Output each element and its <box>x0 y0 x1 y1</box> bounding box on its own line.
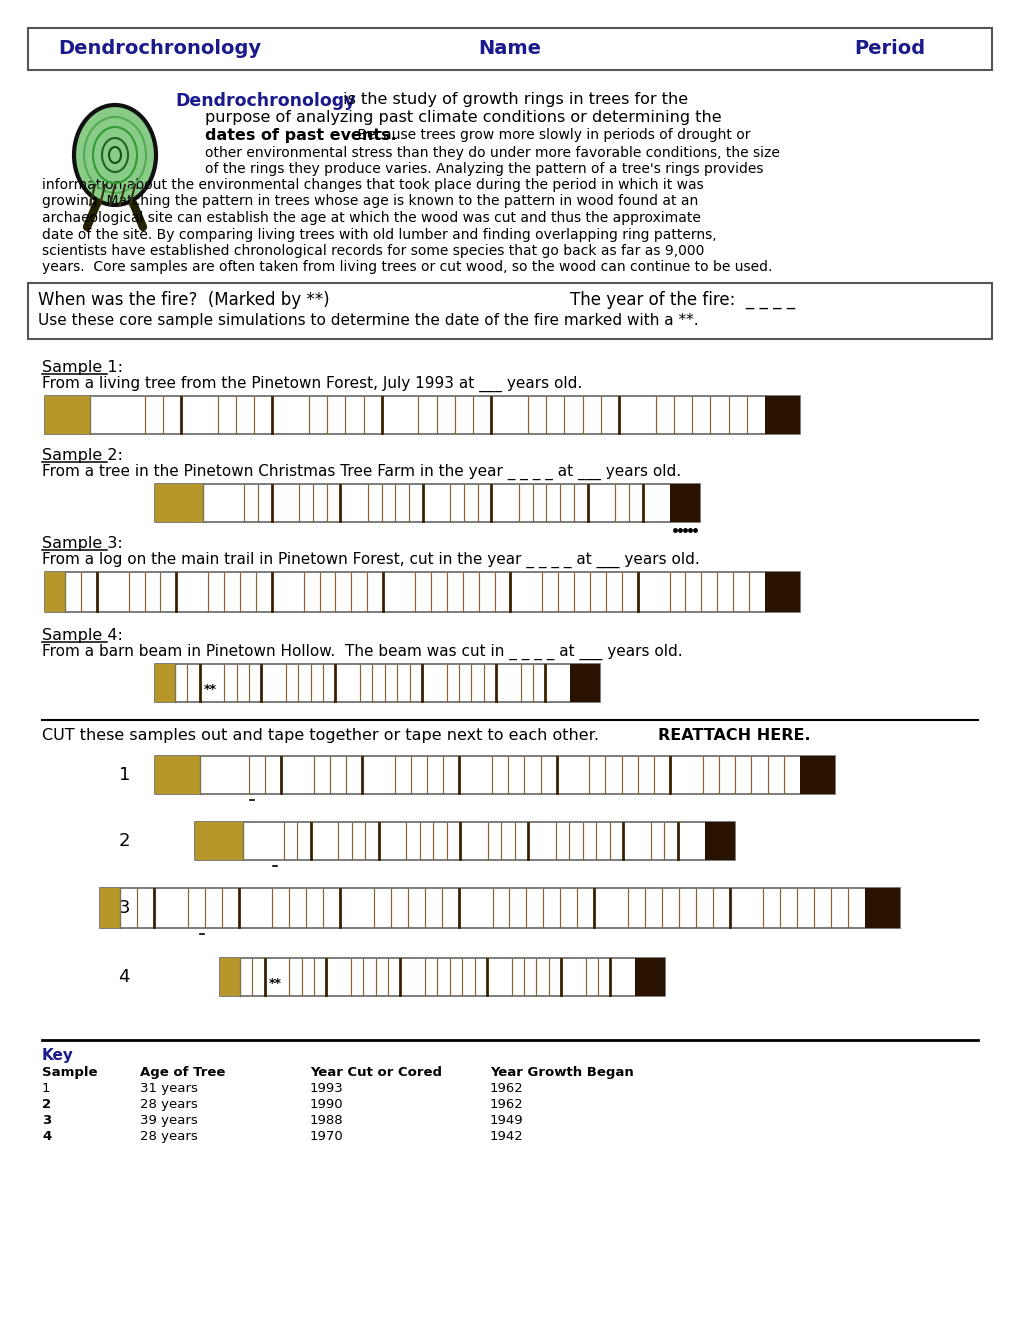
Bar <box>635 958 664 997</box>
Text: Period: Period <box>854 40 924 58</box>
Text: Sample 2:: Sample 2: <box>42 447 122 463</box>
Bar <box>45 396 90 434</box>
Bar <box>155 484 203 521</box>
Text: When was the fire?  (Marked by **): When was the fire? (Marked by **) <box>38 290 329 309</box>
Text: 2: 2 <box>118 832 129 850</box>
Text: **: ** <box>269 977 282 990</box>
Text: 4: 4 <box>118 968 129 986</box>
Text: 1990: 1990 <box>310 1098 343 1111</box>
Text: other environmental stress than they do under more favorable conditions, the siz: other environmental stress than they do … <box>205 147 780 160</box>
Text: 4: 4 <box>42 1130 51 1143</box>
Text: archaeological site can establish the age at which the wood was cut and thus the: archaeological site can establish the ag… <box>42 211 700 224</box>
Text: Sample: Sample <box>42 1067 98 1078</box>
Text: REATTACH HERE.: REATTACH HERE. <box>657 729 810 743</box>
Text: of the rings they produce varies. Analyzing the pattern of a tree's rings provid: of the rings they produce varies. Analyz… <box>205 162 763 176</box>
Text: **: ** <box>204 682 217 696</box>
Text: 1962: 1962 <box>489 1082 523 1096</box>
Bar <box>864 888 899 928</box>
Text: 1988: 1988 <box>310 1114 343 1127</box>
Bar <box>45 396 799 434</box>
Bar <box>764 396 799 434</box>
Text: 1993: 1993 <box>310 1082 343 1096</box>
Text: is the study of growth rings in trees for the: is the study of growth rings in trees fo… <box>337 92 688 107</box>
Text: Name: Name <box>478 40 541 58</box>
Text: Sample 3:: Sample 3: <box>42 536 122 550</box>
Text: 1: 1 <box>118 766 129 784</box>
Bar <box>155 756 200 795</box>
Ellipse shape <box>74 106 156 205</box>
Bar <box>704 822 735 861</box>
Bar <box>195 822 735 861</box>
Text: Sample 4:: Sample 4: <box>42 628 122 643</box>
Text: 28 years: 28 years <box>140 1098 198 1111</box>
Text: 1942: 1942 <box>489 1130 523 1143</box>
Text: date of the site. By comparing living trees with old lumber and finding overlapp: date of the site. By comparing living tr… <box>42 227 716 242</box>
Text: The year of the fire:  _ _ _ _: The year of the fire: _ _ _ _ <box>570 290 795 309</box>
Text: Key: Key <box>42 1048 73 1063</box>
Bar <box>100 888 120 928</box>
Bar <box>28 282 991 339</box>
Text: 39 years: 39 years <box>140 1114 198 1127</box>
Text: growing. Matching the pattern in trees whose age is known to the pattern in wood: growing. Matching the pattern in trees w… <box>42 194 698 209</box>
Bar <box>155 484 699 521</box>
Text: years.  Core samples are often taken from living trees or cut wood, so the wood : years. Core samples are often taken from… <box>42 260 771 275</box>
Bar <box>45 572 65 612</box>
Text: 31 years: 31 years <box>140 1082 198 1096</box>
Text: 2: 2 <box>42 1098 51 1111</box>
Text: 28 years: 28 years <box>140 1130 198 1143</box>
Bar <box>669 484 699 521</box>
Text: information about the environmental changes that took place during the period in: information about the environmental chan… <box>42 178 703 191</box>
Bar <box>45 572 799 612</box>
Text: 1962: 1962 <box>489 1098 523 1111</box>
Text: From a barn beam in Pinetown Hollow.  The beam was cut in _ _ _ _ at ___ years o: From a barn beam in Pinetown Hollow. The… <box>42 644 682 660</box>
Bar <box>100 888 899 928</box>
Bar <box>220 958 239 997</box>
Text: CUT these samples out and tape together or tape next to each other.: CUT these samples out and tape together … <box>42 729 608 743</box>
Bar <box>28 28 991 70</box>
Text: Dendrochronology: Dendrochronology <box>175 92 356 110</box>
Text: Use these core sample simulations to determine the date of the fire marked with : Use these core sample simulations to det… <box>38 313 698 327</box>
Text: dates of past events.: dates of past events. <box>205 128 396 143</box>
Bar <box>220 958 664 997</box>
Bar <box>155 664 175 702</box>
Text: Year Cut or Cored: Year Cut or Cored <box>310 1067 441 1078</box>
Text: Year Growth Began: Year Growth Began <box>489 1067 633 1078</box>
Text: From a tree in the Pinetown Christmas Tree Farm in the year _ _ _ _ at ___ years: From a tree in the Pinetown Christmas Tr… <box>42 465 681 480</box>
Text: 1: 1 <box>42 1082 51 1096</box>
Text: 3: 3 <box>42 1114 51 1127</box>
Text: From a living tree from the Pinetown Forest, July 1993 at ___ years old.: From a living tree from the Pinetown For… <box>42 376 582 392</box>
Bar <box>155 756 835 795</box>
Bar <box>155 664 599 702</box>
Text: 1970: 1970 <box>310 1130 343 1143</box>
Bar <box>195 822 243 861</box>
Text: 1949: 1949 <box>489 1114 523 1127</box>
Text: Sample 1:: Sample 1: <box>42 360 123 375</box>
Text: scientists have established chronological records for some species that go back : scientists have established chronologica… <box>42 244 704 257</box>
Text: Dendrochronology: Dendrochronology <box>58 40 261 58</box>
Bar <box>764 572 799 612</box>
Bar <box>570 664 599 702</box>
Text: 3: 3 <box>118 899 129 917</box>
Text: From a log on the main trail in Pinetown Forest, cut in the year _ _ _ _ at ___ : From a log on the main trail in Pinetown… <box>42 552 699 568</box>
Text: purpose of analyzing past climate conditions or determining the: purpose of analyzing past climate condit… <box>205 110 720 125</box>
Text: Age of Tree: Age of Tree <box>140 1067 225 1078</box>
Bar <box>799 756 835 795</box>
Text: Because trees grow more slowly in periods of drought or: Because trees grow more slowly in period… <box>353 128 750 143</box>
